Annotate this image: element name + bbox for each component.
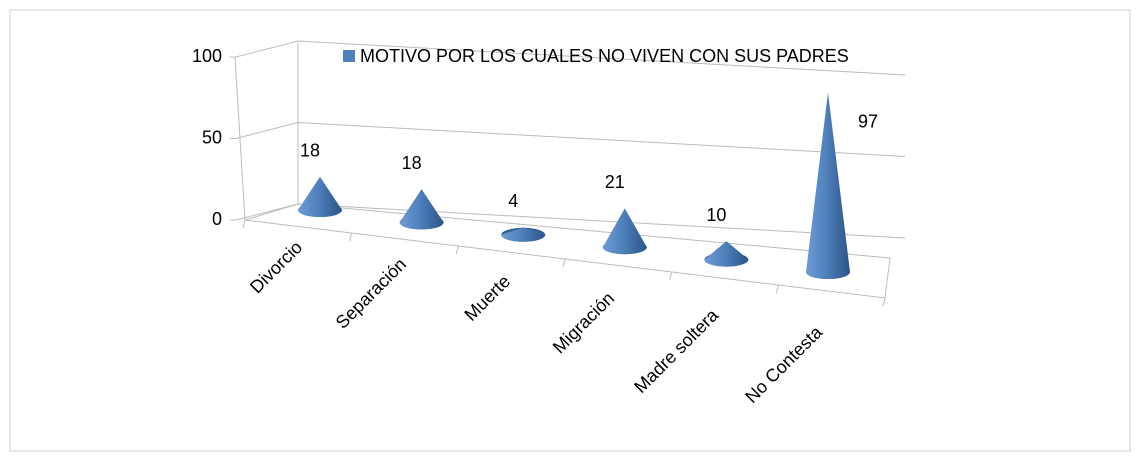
data-label: 10: [706, 205, 726, 225]
y-tick-label: 0: [212, 209, 222, 229]
data-label: 21: [605, 172, 625, 192]
data-label: 18: [402, 153, 422, 173]
cone-part: [298, 176, 342, 217]
grid-line: [235, 121, 906, 157]
x-tick: [242, 219, 246, 229]
legend-label: MOTIVO POR LOS CUALES NO VIVEN CON SUS P…: [360, 46, 849, 66]
cone: [399, 189, 444, 230]
cone-part: [501, 227, 546, 242]
cone: [501, 227, 546, 242]
data-label: 97: [858, 111, 878, 131]
cone: [704, 241, 749, 267]
chart-border: [9, 9, 1131, 452]
cone: [806, 92, 850, 279]
data-label: 4: [508, 191, 518, 211]
cone-part: [399, 189, 444, 230]
cone: [602, 208, 647, 255]
cone: [298, 176, 342, 217]
cone-part: [806, 92, 850, 279]
y-axis: [234, 56, 246, 221]
legend-swatch: [343, 50, 355, 62]
data-label: 18: [300, 140, 320, 160]
grid-line: [235, 40, 906, 76]
cone-part: [704, 241, 749, 267]
x-tick: [882, 297, 886, 307]
y-tick-label: 50: [202, 127, 222, 147]
x-tick: [455, 245, 459, 255]
x-tick: [349, 232, 353, 242]
x-tick: [562, 258, 566, 268]
x-tick: [669, 271, 673, 281]
cone-part: [602, 208, 647, 255]
x-tick: [775, 284, 779, 294]
y-tick-label: 100: [192, 46, 222, 66]
grid-line: [235, 203, 906, 239]
